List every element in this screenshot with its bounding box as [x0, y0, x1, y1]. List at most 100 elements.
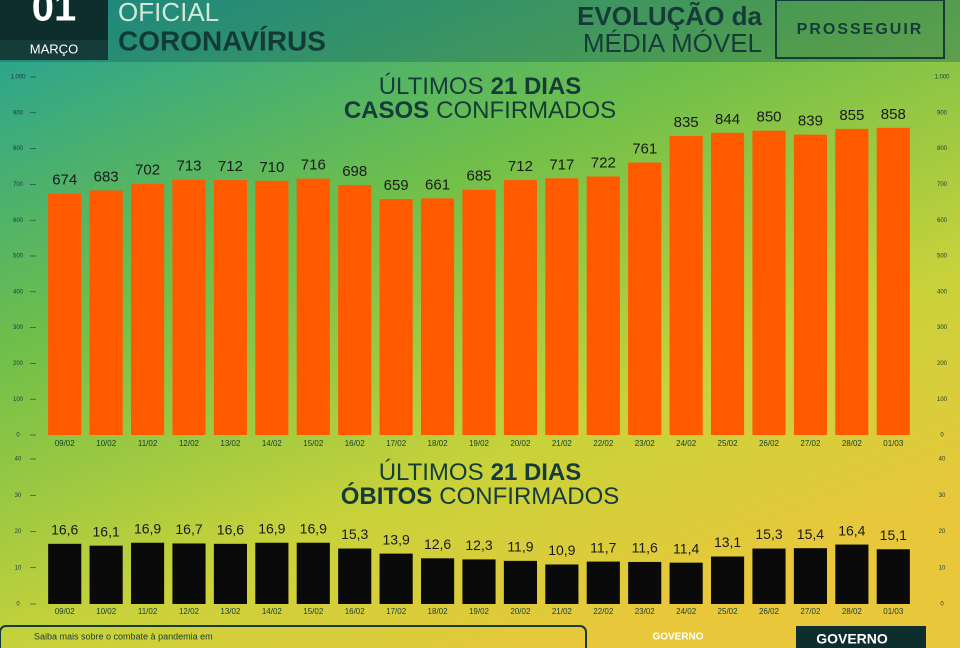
- bar: [255, 542, 289, 604]
- bar: [711, 132, 745, 435]
- y-tick-label: 600: [937, 218, 948, 224]
- y-tick-label: 400: [13, 289, 24, 295]
- bar: [296, 178, 330, 435]
- value-label: 761: [632, 141, 657, 158]
- value-label: 11,4: [673, 540, 699, 556]
- y-tick-label: 100: [13, 397, 24, 403]
- value-label: 839: [798, 113, 823, 130]
- x-tick-label: 10/02: [96, 439, 117, 448]
- title-word: ÚLTIMOS: [379, 73, 484, 100]
- x-tick-label: 18/02: [428, 607, 449, 616]
- bar: [379, 199, 413, 435]
- value-label: 16,7: [175, 521, 202, 537]
- bar: [338, 548, 372, 604]
- header-line2: CORONAVÍRUS: [118, 25, 326, 56]
- header-right1: EVOLUÇÃO da: [577, 1, 762, 31]
- bar: [835, 544, 869, 604]
- bar: [462, 559, 496, 604]
- bar: [89, 545, 123, 604]
- title-word: ÚLTIMOS: [379, 459, 484, 486]
- bar: [213, 543, 247, 604]
- bar: [379, 553, 413, 604]
- x-tick-label: 17/02: [386, 607, 407, 616]
- x-tick-label: 10/02: [96, 607, 117, 616]
- bar: [296, 542, 330, 604]
- month: MARÇO: [30, 41, 78, 56]
- footer-box: [0, 625, 587, 648]
- value-label: 844: [715, 111, 740, 128]
- value-label: 11,7: [590, 539, 616, 555]
- x-tick-label: 24/02: [676, 439, 697, 448]
- x-tick-label: 16/02: [345, 439, 366, 448]
- title-word: CONFIRMADOS: [436, 97, 616, 124]
- y-tick-label: 0: [16, 433, 20, 439]
- footer-gov2: GOVERNO: [816, 631, 888, 647]
- bar: [421, 198, 455, 435]
- title-word: CONFIRMADOS: [439, 483, 619, 510]
- x-tick-label: 14/02: [262, 439, 283, 448]
- y-tick-label: 30: [15, 493, 22, 499]
- value-label: 710: [259, 159, 284, 176]
- bar: [835, 128, 869, 435]
- x-tick-label: 26/02: [759, 439, 780, 448]
- month-box: [0, 40, 108, 60]
- y-tick-label: 800: [13, 146, 24, 152]
- bar: [669, 562, 703, 604]
- value-label: 16,6: [51, 522, 78, 538]
- title-word: 21 DIAS: [491, 459, 582, 486]
- bar: [876, 127, 910, 435]
- x-tick-label: 25/02: [718, 607, 739, 616]
- x-tick-label: 22/02: [593, 439, 614, 448]
- value-label: 16,9: [134, 520, 161, 536]
- header-line1: OFICIAL: [118, 0, 219, 27]
- value-label: 713: [176, 158, 201, 175]
- y-tick-label: 40: [15, 457, 22, 463]
- x-tick-label: 21/02: [552, 439, 573, 448]
- value-label: 850: [756, 109, 781, 126]
- x-tick-label: 24/02: [676, 607, 697, 616]
- x-tick-label: 20/02: [510, 607, 531, 616]
- bar: [586, 176, 620, 436]
- value-label: 683: [94, 168, 119, 185]
- x-tick-label: 28/02: [842, 607, 863, 616]
- value-label: 16,9: [300, 520, 327, 536]
- x-tick-label: 26/02: [759, 607, 780, 616]
- header-right2: MÉDIA MÓVEL: [583, 28, 762, 58]
- x-tick-label: 13/02: [220, 607, 241, 616]
- chart-title: ÚLTIMOS 21 DIAS: [379, 459, 582, 486]
- bar: [89, 190, 123, 435]
- bar: [172, 179, 206, 435]
- x-tick-label: 15/02: [303, 439, 324, 448]
- value-label: 15,4: [797, 526, 824, 542]
- value-label: 16,1: [93, 523, 120, 539]
- y-tick-label: 700: [937, 182, 948, 188]
- value-label: 15,3: [341, 526, 368, 542]
- x-tick-label: 11/02: [138, 607, 158, 616]
- y-tick-label: 900: [937, 110, 948, 116]
- x-tick-label: 27/02: [800, 439, 821, 448]
- bar: [586, 561, 620, 604]
- value-label: 13,1: [714, 534, 741, 550]
- bar: [131, 542, 165, 604]
- x-tick-label: 28/02: [842, 439, 863, 448]
- bar: [462, 189, 496, 435]
- value-label: 10,9: [548, 542, 575, 558]
- gov-box: [796, 626, 926, 648]
- value-label: 11,9: [507, 539, 533, 555]
- value-label: 11,6: [632, 540, 658, 556]
- bar: [131, 183, 165, 435]
- bar: [545, 564, 579, 604]
- bar: [793, 134, 827, 435]
- bar: [213, 180, 247, 435]
- header-band: [0, 0, 960, 62]
- y-tick-label: 300: [937, 325, 948, 331]
- x-tick-label: 27/02: [800, 607, 821, 616]
- bar: [876, 549, 910, 604]
- day: 01: [32, 0, 77, 30]
- value-label: 661: [425, 176, 450, 193]
- y-tick-label: 900: [13, 110, 24, 116]
- x-tick-label: 23/02: [635, 607, 656, 616]
- value-label: 835: [674, 114, 699, 131]
- value-label: 659: [384, 177, 409, 194]
- value-label: 13,9: [383, 531, 410, 547]
